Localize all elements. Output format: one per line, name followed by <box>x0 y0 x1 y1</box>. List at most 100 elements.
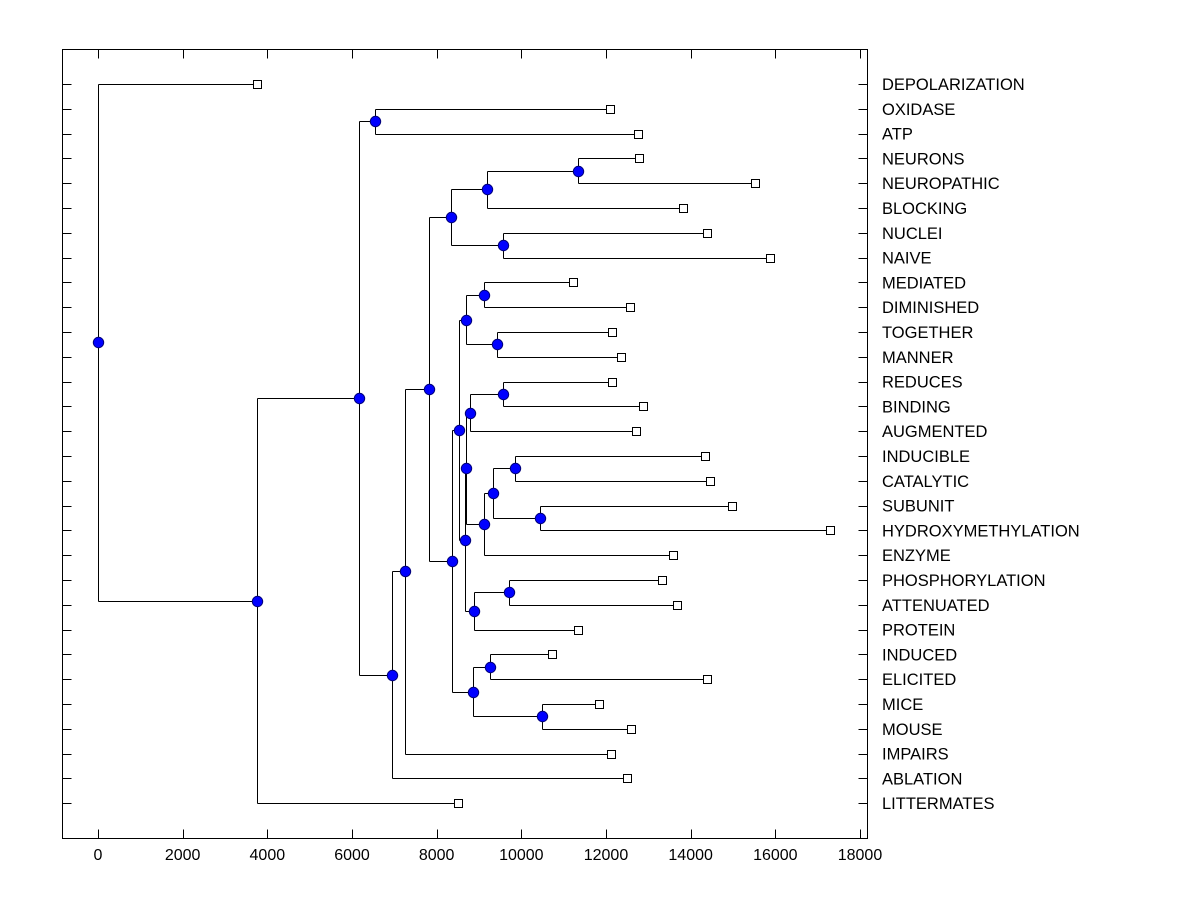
node-marker <box>92 336 105 349</box>
leaf-marker <box>635 154 644 163</box>
x-tick-label: 4000 <box>250 847 286 864</box>
node-marker <box>478 289 491 302</box>
leaf-label: MEDIATED <box>882 274 966 292</box>
leaf-marker <box>632 427 641 436</box>
leaf-label: ELICITED <box>882 671 956 689</box>
leaf-label: BINDING <box>882 398 951 416</box>
axis-ticks <box>62 49 868 839</box>
leaf-label: PHOSPHORYLATION <box>882 572 1046 590</box>
leaf-label: AUGMENTED <box>882 423 988 441</box>
leaf-label: MOUSE <box>882 721 943 739</box>
leaf-label: INDUCIBLE <box>882 448 970 466</box>
leaf-labels: DEPOLARIZATION OXIDASE ATP NEURONS NEUROPATH… <box>882 76 1080 813</box>
leaf-marker <box>595 700 604 709</box>
leaf-marker <box>703 229 712 238</box>
leaf-label: ENZYME <box>882 547 951 565</box>
node-marker <box>369 115 382 128</box>
node-marker <box>386 669 399 682</box>
leaf-label: DEPOLARIZATION <box>882 76 1025 94</box>
node-marker <box>251 595 264 608</box>
node-marker <box>497 388 510 401</box>
node-marker <box>460 314 473 327</box>
node-marker <box>464 407 477 420</box>
node-marker <box>445 211 458 224</box>
leaf-label: INDUCED <box>882 646 957 664</box>
x-tick-label: 2000 <box>165 847 201 864</box>
leaf-label: MICE <box>882 696 923 714</box>
node-marker <box>446 555 459 568</box>
node-marker <box>572 165 585 178</box>
node-marker <box>453 424 466 437</box>
node-marker <box>484 661 497 674</box>
node-marker <box>497 239 510 252</box>
x-tick-label: 14000 <box>668 847 713 864</box>
leaf-label: TOGETHER <box>882 324 973 342</box>
leaf-marker <box>548 650 557 659</box>
leaf-marker <box>608 378 617 387</box>
leaf-marker <box>574 626 583 635</box>
x-tick-label: 6000 <box>334 847 370 864</box>
leaf-label: ATTENUATED <box>882 597 990 615</box>
leaf-label: HYDROXYMETHYLATION <box>882 522 1080 540</box>
node-marker <box>509 462 522 475</box>
node-marker <box>353 392 366 405</box>
leaf-marker <box>679 204 688 213</box>
leaf-label: BLOCKING <box>882 200 967 218</box>
leaf-marker <box>253 80 262 89</box>
node-marker <box>467 686 480 699</box>
leaf-marker <box>658 576 667 585</box>
leaf-label: ATP <box>882 126 913 144</box>
leaf-marker <box>826 526 835 535</box>
leaf-marker <box>701 452 710 461</box>
node-marker <box>468 605 481 618</box>
leaf-marker <box>706 477 715 486</box>
x-tick-label: 8000 <box>419 847 455 864</box>
node-marker <box>491 338 504 351</box>
leaf-label: SUBUNIT <box>882 498 954 516</box>
leaf-marker <box>569 278 578 287</box>
leaf-marker <box>627 725 636 734</box>
leaf-marker <box>626 303 635 312</box>
node-marker <box>536 710 549 723</box>
leaf-marker <box>766 254 775 263</box>
node-marker <box>399 565 412 578</box>
leaf-label: ABLATION <box>882 770 962 788</box>
leaf-label: NUCLEI <box>882 225 943 243</box>
leaf-marker <box>703 675 712 684</box>
leaf-label: NEUROPATHIC <box>882 175 1000 193</box>
leaf-label: NEURONS <box>882 150 965 168</box>
x-tick-label: 12000 <box>584 847 629 864</box>
x-tick-label: 10000 <box>499 847 544 864</box>
plot-frame <box>62 49 868 839</box>
leaf-marker <box>669 551 678 560</box>
node-marker <box>459 534 472 547</box>
leaf-marker <box>608 328 617 337</box>
leaf-label: PROTEIN <box>882 622 955 640</box>
branches <box>98 84 831 804</box>
leaf-marker <box>454 799 463 808</box>
x-tick-label: 18000 <box>838 847 883 864</box>
leaf-label: OXIDASE <box>882 101 955 119</box>
leaf-marker <box>606 105 615 114</box>
leaf-marker <box>639 402 648 411</box>
leaf-label: REDUCES <box>882 374 963 392</box>
leaf-label: IMPAIRS <box>882 746 949 764</box>
node-marker <box>503 586 516 599</box>
leaf-marker <box>623 774 632 783</box>
node-marker <box>487 487 500 500</box>
node-marker <box>423 383 436 396</box>
leaf-label: CATALYTIC <box>882 473 969 491</box>
node-marker <box>460 462 473 475</box>
leaf-marker <box>617 353 626 362</box>
x-tick-label: 0 <box>94 847 103 864</box>
leaf-label: LITTERMATES <box>882 795 994 813</box>
leaf-label: NAIVE <box>882 250 932 268</box>
leaf-label: MANNER <box>882 349 954 367</box>
leaf-marker <box>728 502 737 511</box>
node-marker <box>534 512 547 525</box>
x-tick-labels: 0 2000 4000 6000 8000 10000 12000 14000 16000 180… <box>94 847 883 864</box>
node-marker <box>481 183 494 196</box>
leaf-marker <box>634 130 643 139</box>
leaf-marker <box>673 601 682 610</box>
